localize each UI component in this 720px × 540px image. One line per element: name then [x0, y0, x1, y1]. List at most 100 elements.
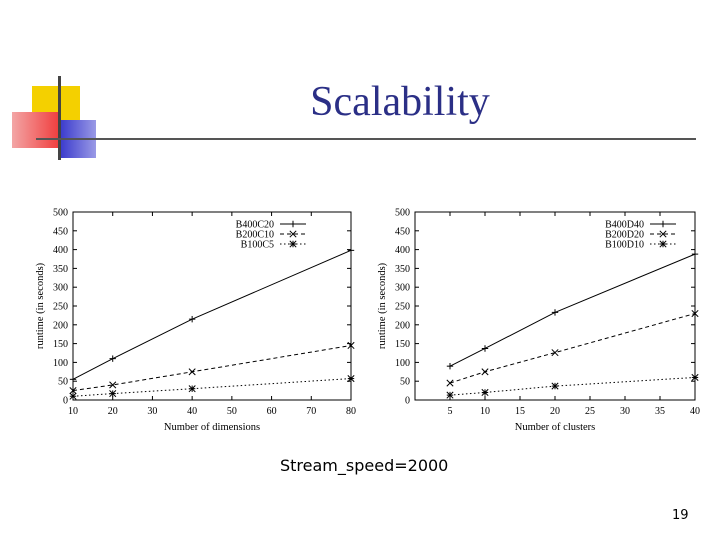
right-series-1-point-2 [551, 349, 559, 357]
left-series-2-point-1 [109, 390, 117, 398]
right-ytick-label-5: 250 [395, 302, 410, 313]
left-series-1-point-3-d2 [347, 341, 355, 350]
right-series-1-point-3-d2 [691, 309, 699, 318]
left-ytick-label-2: 100 [53, 358, 68, 369]
left-legend-marker-1 [289, 230, 297, 238]
right-ytick-label-2: 100 [395, 358, 410, 369]
right-series-2-point-2-d2 [551, 382, 559, 390]
left-series-1-point-2 [188, 368, 196, 376]
left-ytick-label-5: 250 [53, 302, 68, 313]
left-series-0-point-3 [347, 247, 355, 254]
right-series-0-point-0 [446, 362, 454, 370]
left-series-2-point-0-d2 [69, 392, 77, 400]
right-xtick-label-7: 40 [690, 406, 700, 417]
left-legend-label-2: B100C5 [241, 240, 274, 251]
right-ytick-label-9: 450 [395, 226, 410, 237]
left-legend-marker-0 [289, 220, 297, 228]
right-ytick-label-1: 50 [400, 377, 410, 388]
left-legend-label-1: B200C10 [236, 230, 274, 241]
right-series-2-point-3 [691, 373, 699, 381]
right-xtick-label-3: 20 [550, 406, 560, 417]
right-xtick-label-4: 25 [585, 406, 595, 417]
left-xtick-label-3: 40 [187, 406, 197, 417]
left-legend-label-0: B400C20 [236, 220, 274, 231]
right-xtick-label-2: 15 [515, 406, 525, 417]
right-ytick-label-3: 150 [395, 339, 410, 350]
right-series-2-point-1 [481, 388, 489, 397]
right-series-2-point-1-d2 [481, 388, 489, 397]
right-series-2-point-3-d2 [691, 373, 699, 381]
left-xlabel: Number of dimensions [164, 422, 260, 433]
title-rule [36, 138, 696, 140]
right-legend-marker-2-d2 [659, 240, 667, 248]
left-series-2-point-3-d2 [347, 375, 355, 383]
chart-right: 0 50 100 150 200 250 300 350 400 450 500 5 10 15 20 25 3… [377, 208, 700, 434]
right-series-1-point-0 [446, 379, 454, 387]
left-series-2-point-1-d2 [109, 390, 117, 398]
left-series-1-line [72, 344, 352, 392]
right-legend-label-1: B200D20 [605, 230, 644, 241]
left-frame [72, 211, 352, 401]
right-series-0-point-2 [551, 309, 559, 316]
right-legend-marker-1 [659, 230, 667, 238]
caption: Stream_speed=2000 [280, 456, 449, 475]
left-series-2-point-2 [188, 385, 196, 393]
left-ytick-label-10: 500 [53, 208, 68, 219]
left-series-1-point-0 [69, 387, 77, 395]
page-number: 19 [672, 508, 689, 523]
left-series-1-point-0-d2 [69, 387, 77, 395]
left-ytick-label-6: 300 [53, 283, 68, 294]
left-legend-marker-2-d2 [289, 240, 297, 248]
left-legend-marker-2 [289, 240, 297, 248]
left-series-2-point-0 [69, 392, 77, 400]
right-series-2-point-2 [551, 382, 559, 390]
left-series-1-point-3 [347, 341, 355, 350]
right-legend-marker-0 [659, 220, 667, 228]
right-xtick-label-1: 10 [480, 406, 490, 417]
right-series-0-line [449, 253, 696, 367]
right-ytick-label-10: 500 [395, 208, 410, 219]
left-ylabel: runtime (in seconds) [35, 262, 46, 349]
left-series-2-point-3 [347, 375, 355, 383]
left-series-0-point-2 [188, 315, 196, 323]
left-xtick-label-1: 20 [108, 406, 118, 417]
right-series-1-point-1-d2 [481, 368, 489, 376]
right-ylabel: runtime (in seconds) [377, 262, 388, 349]
right-legend-marker-2 [659, 240, 667, 248]
right-ytick-label-8: 400 [395, 245, 410, 256]
left-ytick-label-0: 0 [63, 396, 68, 407]
left-ytick-label-4: 200 [53, 320, 68, 331]
right-legend-label-0: B400D40 [605, 220, 644, 231]
deco-vertical-line [58, 76, 61, 160]
left-xtick-label-4: 50 [227, 406, 237, 417]
left-xtick-label-0: 10 [68, 406, 78, 417]
right-series-1-point-3 [691, 309, 699, 318]
left-xtick-label-5: 60 [267, 406, 277, 417]
right-series-2-point-0 [446, 391, 454, 399]
right-xtick-label-5: 30 [620, 406, 630, 417]
left-series-2-point-2-d2 [188, 385, 196, 393]
left-series-0-line [72, 249, 352, 380]
right-frame [414, 211, 696, 401]
left-ytick-label-7: 350 [53, 264, 68, 275]
right-ytick-label-4: 200 [395, 320, 410, 331]
left-xtick-label-7: 80 [346, 406, 356, 417]
right-xtick-label-6: 35 [655, 406, 665, 417]
right-series-1-point-0-d2 [446, 379, 454, 387]
right-xlabel: Number of clusters [515, 422, 595, 433]
left-series-1-point-2-d2 [188, 368, 196, 376]
left-xtick-label-6: 70 [306, 406, 316, 417]
left-ytick-label-3: 150 [53, 339, 68, 350]
left-ytick-label-9: 450 [53, 226, 68, 237]
right-series-0-point-3 [691, 250, 699, 258]
right-ytick-label-7: 350 [395, 264, 410, 275]
left-xtick-label-2: 30 [147, 406, 157, 417]
left-series-0-point-1 [109, 355, 116, 362]
right-series-1-point-2-d2 [551, 349, 559, 357]
right-series-1-point-1 [481, 368, 489, 376]
right-ytick-label-0: 0 [405, 396, 410, 407]
slide-title: Scalability [310, 79, 490, 125]
right-series-1-line [449, 313, 696, 384]
deco-red-square [12, 112, 58, 148]
chart-left: 0 50 100 150 200 250 300 350 400 450 500 10 20 30 40 50… [35, 208, 356, 434]
